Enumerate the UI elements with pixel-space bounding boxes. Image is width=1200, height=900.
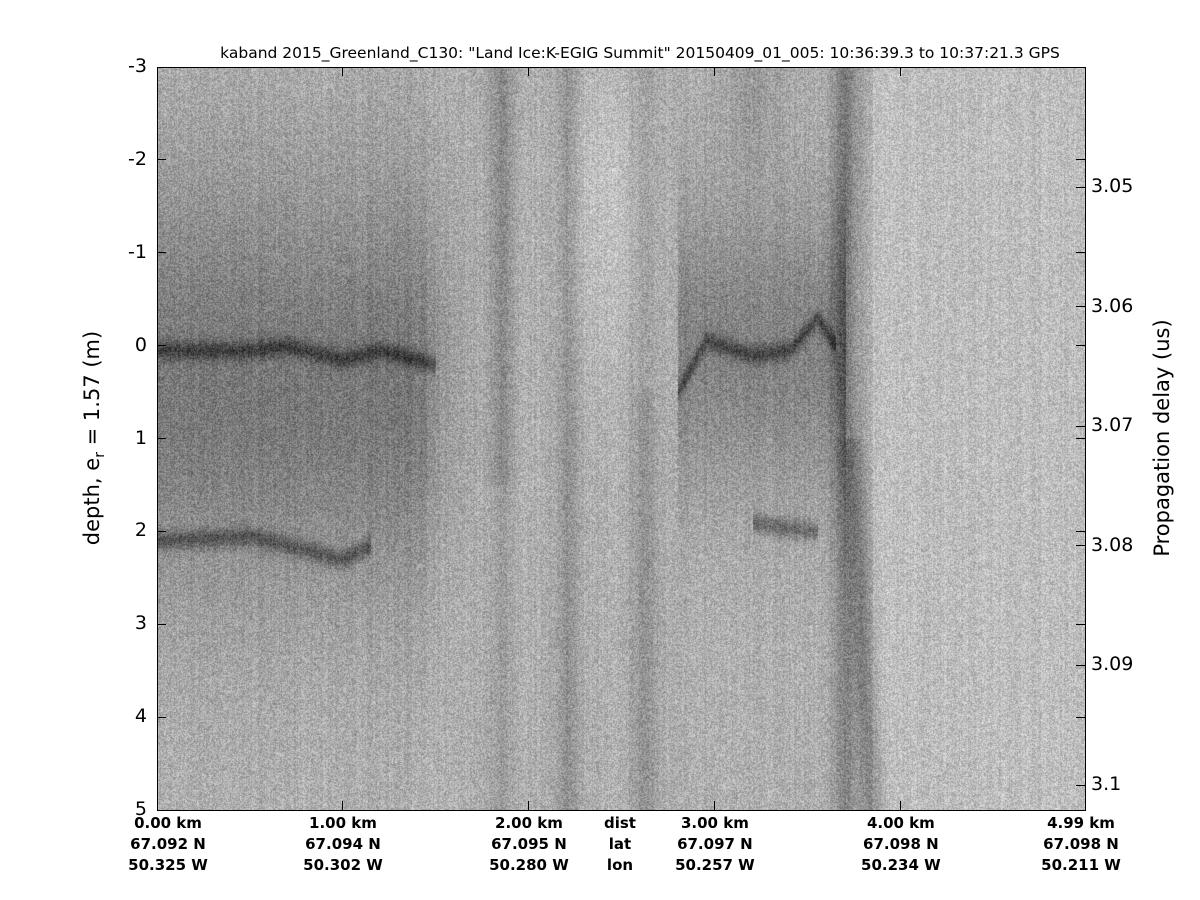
y-tick-label: 1 xyxy=(134,426,147,449)
y2-tick-label: 3.05 xyxy=(1091,175,1134,197)
x-tick-lon: 50.302 W xyxy=(303,856,383,874)
y-tick-right xyxy=(1076,716,1085,718)
x-tick-top xyxy=(714,67,716,76)
y-tick-label: 3 xyxy=(134,612,147,635)
x-tick-lat: 67.092 N xyxy=(130,835,206,853)
y-tick-right xyxy=(1076,530,1085,532)
y2-tick xyxy=(1076,784,1085,786)
y2-tick-label: 3.06 xyxy=(1091,294,1134,317)
row-label-lat: lat xyxy=(608,835,632,853)
x-tick xyxy=(528,801,530,810)
y-tick-right xyxy=(1076,345,1085,347)
row-label-dist: dist xyxy=(604,814,636,832)
x-tick-top xyxy=(342,67,344,76)
x-tick-top xyxy=(528,67,530,76)
chart-title: kaband 2015_Greenland_C130: "Land Ice:K-… xyxy=(220,44,1060,62)
y-tick xyxy=(157,623,166,625)
y-tick-label: 0 xyxy=(134,333,147,356)
y2-tick-label: 3.09 xyxy=(1091,653,1134,676)
x-tick-dist: 4.00 km xyxy=(866,814,935,832)
y2-tick xyxy=(1076,425,1085,427)
x-tick-lat: 67.098 N xyxy=(1043,835,1119,853)
y-tick xyxy=(157,530,166,532)
y2-tick-label: 3.08 xyxy=(1091,533,1134,556)
y2-tick xyxy=(1076,664,1085,666)
x-tick-top xyxy=(900,67,902,76)
x-tick-lon: 50.280 W xyxy=(489,856,569,874)
y-tick xyxy=(157,159,166,161)
y2-tick-label: 3.07 xyxy=(1091,414,1134,437)
x-tick xyxy=(156,801,158,810)
y-tick-right xyxy=(1076,438,1085,439)
x-tick-dist: 1.00 km xyxy=(309,814,377,832)
x-tick-lat: 67.095 N xyxy=(491,835,567,853)
y-tick-label: -1 xyxy=(128,240,147,263)
x-tick-lon: 50.257 W xyxy=(675,856,755,874)
x-tick-lat: 67.097 N xyxy=(677,835,753,853)
y-tick xyxy=(157,345,166,347)
x-tick-dist: 3.00 km xyxy=(680,814,749,832)
y-tick xyxy=(157,438,166,439)
row-label-lon: lon xyxy=(606,856,634,874)
y2-tick xyxy=(1076,306,1085,308)
y-tick-label: -2 xyxy=(128,147,147,170)
x-tick-dist: 0.00 km xyxy=(134,814,202,832)
x-tick-lat: 67.098 N xyxy=(863,835,939,853)
x-tick-lon: 50.325 W xyxy=(128,856,208,874)
echogram-image xyxy=(157,67,1085,810)
x-tick-dist: 2.00 km xyxy=(495,814,563,832)
y-tick-right xyxy=(1076,159,1085,161)
y-tick-right xyxy=(1076,809,1085,811)
y-tick xyxy=(157,252,166,254)
x-tick-lon: 50.211 W xyxy=(1041,856,1121,874)
y2-tick-label: 3.1 xyxy=(1091,773,1122,795)
y-tick-right xyxy=(1076,66,1085,68)
x-tick xyxy=(900,801,902,810)
y-tick xyxy=(157,809,166,811)
y-axis-label: depth, er = 1.57 (m) xyxy=(79,330,109,546)
y-tick-right xyxy=(1076,623,1085,625)
y-tick xyxy=(157,716,166,718)
x-tick-dist: 4.99 km xyxy=(1047,814,1115,832)
y-tick-right xyxy=(1076,252,1085,254)
y-tick-label: -3 xyxy=(128,55,147,77)
x-tick xyxy=(714,801,716,810)
y2-tick xyxy=(1076,186,1085,188)
y-tick xyxy=(157,66,166,68)
y2-axis-label: Propagation delay (us) xyxy=(1150,319,1174,557)
y-tick-label: 5 xyxy=(134,798,147,820)
x-tick-lon: 50.234 W xyxy=(861,856,941,874)
y-tick-label: 2 xyxy=(134,519,147,542)
x-tick-lat: 67.094 N xyxy=(305,835,381,853)
x-tick xyxy=(342,801,344,810)
x-tick-top xyxy=(156,67,158,76)
y2-tick xyxy=(1076,545,1085,547)
x-tick xyxy=(1084,801,1086,810)
y-tick-label: 4 xyxy=(134,705,147,728)
x-tick-top xyxy=(1084,67,1086,76)
